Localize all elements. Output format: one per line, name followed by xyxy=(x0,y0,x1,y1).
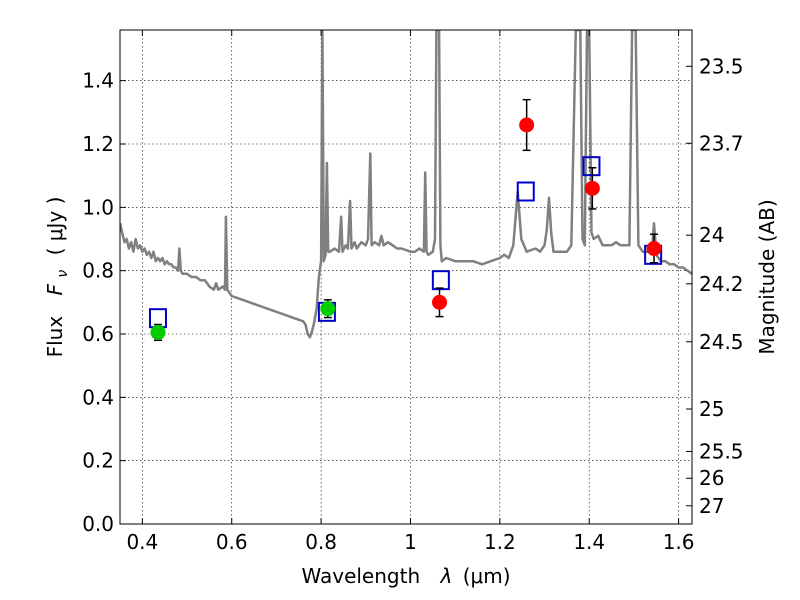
axis-ticks: 0.4 0.6 0.8 1 1.2 1.4 1.6 0.0 0.2 0.4 0.6 0.8 1.0 1.2… xyxy=(82,30,744,554)
y-tick-label: 0.8 xyxy=(82,259,114,283)
y2-tick-label: 26 xyxy=(699,466,724,490)
y2-tick-label: 23.7 xyxy=(699,131,744,155)
y-tick-label: 1.0 xyxy=(82,195,114,219)
x-tick-label: 1.6 xyxy=(663,530,695,554)
x-tick-label: 1.4 xyxy=(573,530,605,554)
photometry-point xyxy=(320,301,336,317)
x-tick-label: 0.8 xyxy=(305,530,337,554)
y2-tick-label: 24 xyxy=(699,223,724,247)
y-tick-label: 0.6 xyxy=(82,322,114,346)
x-axis-title: Wavelength λ (μm) xyxy=(301,564,510,588)
y2-tick-label: 25.5 xyxy=(699,439,744,463)
model-square-marker xyxy=(582,156,601,177)
x-tick-label: 0.4 xyxy=(126,530,158,554)
spectrum-line xyxy=(120,30,692,339)
photometry-point xyxy=(584,180,600,196)
x-tick-label: 0.6 xyxy=(216,530,248,554)
y2-tick-label: 27 xyxy=(699,494,724,518)
y2-tick-label: 23.5 xyxy=(699,54,744,78)
photometry-point xyxy=(432,294,448,310)
y-tick-label: 1.4 xyxy=(82,69,114,93)
model-square-marker xyxy=(431,270,450,291)
y2-tick-label: 24.2 xyxy=(699,272,744,296)
y2-tick-label: 24.5 xyxy=(699,330,744,354)
y2-axis-title: Magnitude (AB) xyxy=(755,199,779,354)
y-tick-label: 0.0 xyxy=(82,512,114,536)
y-tick-label: 0.2 xyxy=(82,449,114,473)
y-tick-label: 1.2 xyxy=(82,132,114,156)
x-tick-label: 1 xyxy=(404,530,417,554)
y-tick-label: 0.4 xyxy=(82,385,114,409)
y-axis-title: Flux F ν ( μJy ) xyxy=(43,197,72,358)
x-tick-label: 1.2 xyxy=(484,530,516,554)
plot-content xyxy=(120,30,692,342)
model-square-marker xyxy=(516,181,535,202)
photometry-point xyxy=(646,241,662,256)
photometry-point xyxy=(519,117,535,133)
y2-tick-label: 25 xyxy=(699,397,724,421)
photometry-point xyxy=(150,324,166,340)
plot-frame xyxy=(119,29,693,525)
